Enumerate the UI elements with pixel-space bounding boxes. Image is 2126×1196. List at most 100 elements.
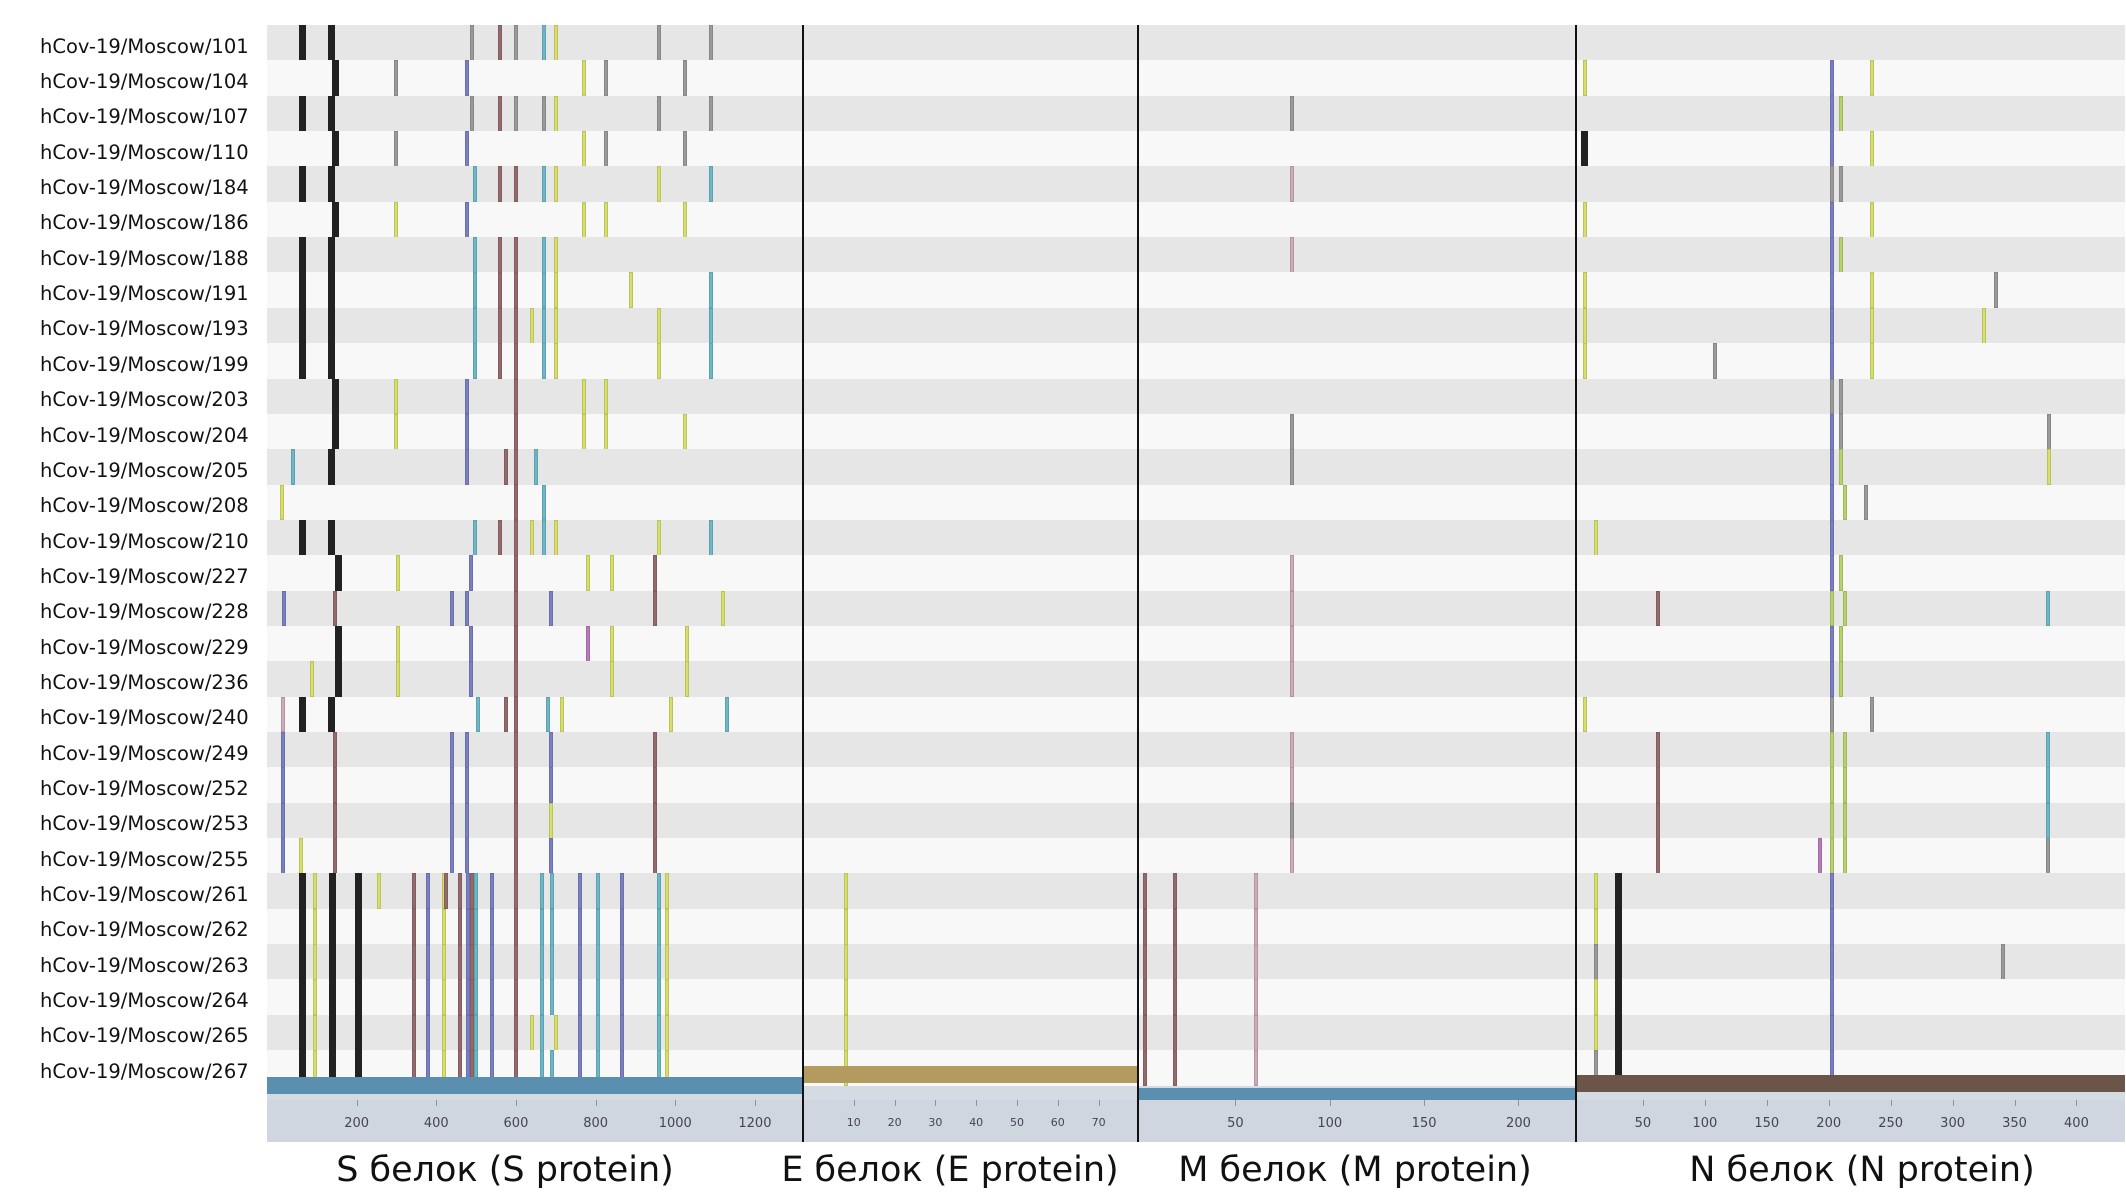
track-row: [1576, 696, 2125, 733]
mutation-mark: [329, 1050, 337, 1086]
mutation-mark: [312, 873, 317, 910]
mutation-mark: [1830, 944, 1835, 980]
track-row: [1138, 166, 1575, 203]
mutation-mark: [332, 590, 337, 627]
track-row: [803, 237, 1137, 273]
mutation-mark: [1839, 661, 1844, 698]
mutation-mark: [1870, 696, 1875, 733]
mutation-mark: [490, 979, 495, 1016]
sample-label: hCov-19/Moscow/104: [40, 70, 249, 94]
mutation-mark: [1142, 873, 1147, 910]
mutation-mark: [1172, 1050, 1177, 1086]
axis-tick-label: 20: [887, 1116, 902, 1129]
mutation-mark: [657, 95, 662, 132]
mutation-mark: [539, 1050, 544, 1086]
mutation-mark: [1830, 484, 1835, 521]
mutation-mark: [1582, 343, 1587, 379]
mutation-mark: [328, 449, 336, 486]
mutation-mark: [1830, 201, 1835, 238]
mutation-mark: [581, 378, 586, 415]
mutation-mark: [474, 944, 479, 980]
axis-tick-label: 40: [969, 1116, 984, 1129]
mutation-mark: [1839, 555, 1844, 592]
axis: [803, 1100, 1137, 1142]
mutation-mark: [470, 873, 475, 910]
mutation-mark: [329, 873, 337, 910]
mutation-mark: [298, 1014, 306, 1051]
track-row: [1576, 307, 2125, 344]
mutation-mark: [1142, 1050, 1147, 1086]
mutation-mark: [470, 908, 475, 945]
mutation-mark: [466, 979, 471, 1016]
mutation-mark: [1593, 908, 1598, 945]
mutation-mark: [683, 201, 688, 238]
track-row: [267, 166, 802, 203]
mutation-mark: [504, 696, 508, 733]
track-row: [267, 307, 802, 344]
mutation-mark: [1830, 519, 1835, 556]
track-row: [1138, 873, 1575, 910]
track-row: [1138, 979, 1575, 1016]
mutation-mark: [1289, 732, 1294, 768]
mutation-mark: [553, 237, 558, 273]
mutation-mark: [553, 25, 558, 61]
mutation-mark: [498, 343, 503, 379]
mutation-mark: [609, 661, 614, 698]
track-row: [803, 767, 1137, 804]
mutation-mark: [490, 908, 495, 945]
mutation-mark: [541, 166, 546, 203]
mutation-mark: [665, 944, 670, 980]
mutation-mark: [458, 873, 463, 910]
mutation-mark: [553, 95, 558, 132]
mutation-mark: [529, 519, 534, 556]
track-row: [1576, 166, 2125, 203]
track-row: [1576, 484, 2125, 521]
mutation-mark: [1842, 838, 1847, 874]
mutation-mark: [1830, 307, 1835, 344]
mutation-mark: [328, 237, 336, 273]
track-row: [1576, 272, 2125, 309]
mutation-mark: [332, 802, 337, 839]
mutation-mark: [709, 307, 714, 344]
track-row: [803, 484, 1137, 521]
mutation-mark: [1830, 873, 1835, 910]
mutation-mark: [426, 1014, 431, 1051]
axis-tick-label: 50: [1227, 1116, 1244, 1131]
mutation-mark: [1172, 873, 1177, 910]
mutation-mark: [657, 519, 662, 556]
mutation-mark: [513, 95, 518, 132]
axis-tick: [935, 1100, 937, 1106]
axis-tick: [436, 1100, 438, 1106]
mutation-mark: [513, 272, 518, 309]
sample-label: hCov-19/Moscow/203: [40, 388, 249, 412]
track-row: [267, 484, 802, 521]
mutation-mark: [513, 555, 518, 592]
mutation-mark: [549, 873, 554, 910]
mutation-mark: [412, 908, 417, 945]
track-row: [803, 131, 1137, 167]
mutation-mark: [476, 696, 481, 733]
mutation-mark: [490, 1014, 495, 1051]
mutation-mark: [595, 873, 600, 910]
track-row: [803, 95, 1137, 132]
mutation-mark: [657, 908, 662, 945]
mutation-mark: [490, 944, 495, 980]
mutation-mark: [504, 449, 508, 486]
mutation-mark: [529, 1014, 534, 1051]
mutation-mark: [355, 908, 363, 945]
mutation-mark: [657, 343, 662, 379]
axis-tick: [894, 1100, 896, 1106]
track-row: [1576, 661, 2125, 698]
mutation-mark: [1172, 979, 1177, 1016]
axis-tick: [1057, 1100, 1059, 1106]
track-row: [1138, 519, 1575, 556]
track-row: [1138, 131, 1575, 167]
track-row: [267, 838, 802, 874]
axis-tick-label: 100: [1317, 1116, 1343, 1131]
mutation-mark: [553, 166, 558, 203]
track-row: [267, 908, 802, 945]
mutation-mark: [332, 413, 340, 450]
track-row: [267, 1014, 802, 1051]
mutation-mark: [1593, 519, 1598, 556]
mutation-mark: [1254, 873, 1259, 910]
